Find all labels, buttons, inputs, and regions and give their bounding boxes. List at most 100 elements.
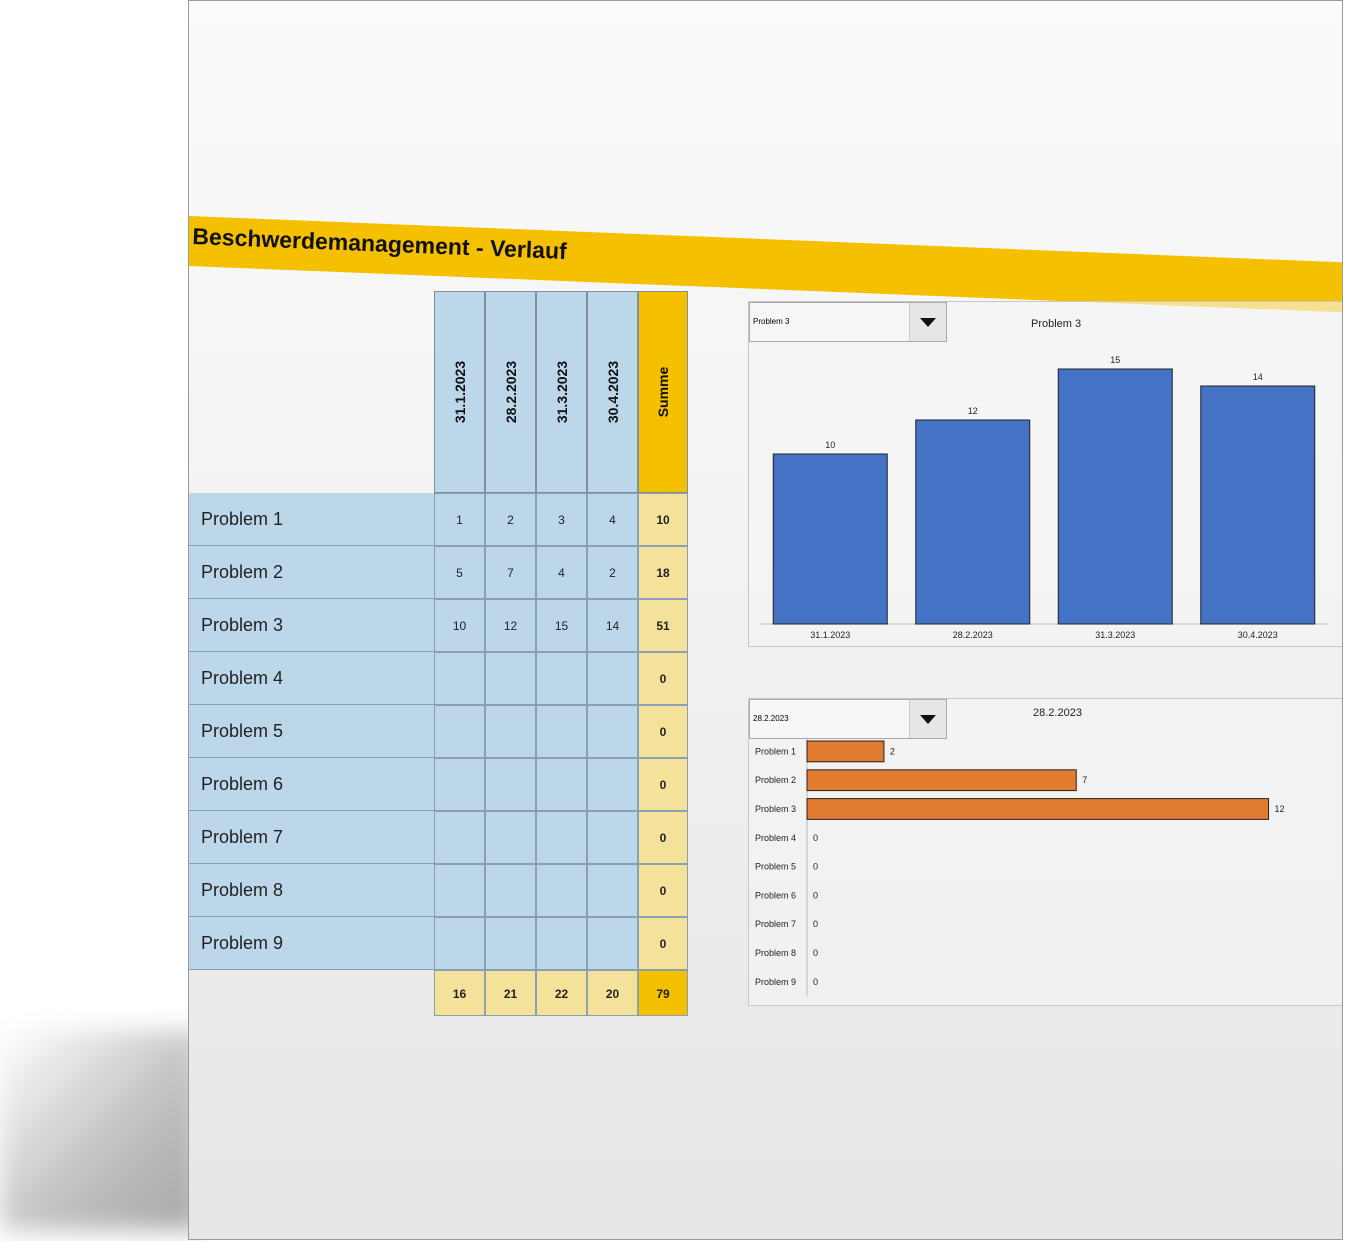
column-header-label: 31.1.2023: [451, 360, 468, 424]
data-label: 15: [1110, 355, 1120, 365]
x-tick-label: 31.1.2023: [810, 630, 850, 640]
spreadsheet-page: Beschwerdemanagement - Verlauf 31.1.2023…: [188, 0, 1343, 1240]
row-sum-cell[interactable]: 0: [638, 811, 688, 864]
table-cell[interactable]: 10: [434, 599, 485, 652]
horizontal-bar-chart: Problem 1 2 Problem 2 7 Problem 3 12 Problem 4…: [755, 737, 1285, 997]
table-cell[interactable]: [485, 758, 536, 811]
column-total-cell[interactable]: 20: [587, 970, 638, 1016]
table-cell[interactable]: [587, 758, 638, 811]
data-label: 0: [813, 862, 818, 872]
row-sum-cell[interactable]: 10: [638, 493, 688, 546]
row-sum-cell[interactable]: 18: [638, 546, 688, 599]
table-cell[interactable]: [536, 705, 587, 758]
dropdown-value: 28.2.2023: [753, 714, 789, 723]
bar-chart-panel: 28.2.2023 28.2.2023 Problem 1 2 Problem 2 7…: [748, 698, 1342, 1006]
y-tick-label: Problem 8: [755, 948, 796, 958]
grand-total-cell[interactable]: 79: [638, 970, 688, 1016]
table-cell[interactable]: 4: [536, 546, 587, 599]
data-label: 14: [1253, 372, 1263, 382]
sum-header-label: Summe: [655, 366, 671, 418]
y-tick-label: Problem 1: [755, 746, 796, 756]
row-label: Problem 8: [189, 864, 434, 917]
row-label: Problem 3: [189, 599, 434, 652]
dropdown-arrow-icon[interactable]: [909, 303, 946, 341]
y-tick-label: Problem 3: [755, 804, 796, 814]
y-tick-label: Problem 4: [755, 833, 796, 843]
table-cell[interactable]: [485, 652, 536, 705]
row-label: Problem 9: [189, 917, 434, 970]
chart-title: 28.2.2023: [1033, 707, 1082, 719]
table-cell[interactable]: [485, 811, 536, 864]
table-cell[interactable]: [485, 864, 536, 917]
table-cell[interactable]: [536, 917, 587, 970]
table-cell[interactable]: [587, 705, 638, 758]
table-cell[interactable]: 15: [536, 599, 587, 652]
y-tick-label: Problem 9: [755, 977, 796, 987]
table-cell[interactable]: [434, 652, 485, 705]
row-sum-cell[interactable]: 0: [638, 758, 688, 811]
chart-title: Problem 3: [1031, 318, 1082, 330]
data-label: 12: [1275, 804, 1285, 814]
table-cell[interactable]: 12: [485, 599, 536, 652]
data-label: 10: [825, 440, 835, 450]
table-cell[interactable]: [587, 652, 638, 705]
table-cell[interactable]: [536, 652, 587, 705]
table-cell[interactable]: [434, 864, 485, 917]
row-sum-cell[interactable]: 0: [638, 652, 688, 705]
problem-dropdown[interactable]: Problem 3: [749, 302, 947, 342]
data-label: 0: [813, 890, 818, 900]
table-cell[interactable]: 7: [485, 546, 536, 599]
table-cell[interactable]: [587, 864, 638, 917]
table-cell[interactable]: [536, 758, 587, 811]
table-cell[interactable]: 14: [587, 599, 638, 652]
bar: [806, 798, 1270, 820]
row-sum-cell[interactable]: 0: [638, 917, 688, 970]
row-sum-cell[interactable]: 0: [638, 864, 688, 917]
data-label: 12: [968, 406, 978, 416]
column-chart-panel: Problem 3 Problem 3 10 31.1.2023 12 28.2.20…: [748, 301, 1342, 647]
table-cell[interactable]: [485, 705, 536, 758]
bar: [806, 769, 1077, 792]
bar: [1200, 385, 1316, 625]
column-total-cell[interactable]: 22: [536, 970, 587, 1016]
dropdown-value: Problem 3: [753, 317, 790, 326]
column-total-cell[interactable]: 21: [485, 970, 536, 1016]
dropdown-arrow-icon[interactable]: [909, 700, 946, 738]
row-sum-cell[interactable]: 0: [638, 705, 688, 758]
row-sum-cell[interactable]: 51: [638, 599, 688, 652]
data-label: 0: [813, 948, 818, 958]
bar: [772, 453, 888, 625]
table-cell[interactable]: [434, 758, 485, 811]
data-label: 0: [813, 977, 818, 987]
table-cell[interactable]: 3: [536, 493, 587, 546]
table-cell[interactable]: 2: [485, 493, 536, 546]
column-header-label: 30.4.2023: [604, 360, 621, 424]
column-header: 30.4.2023: [587, 291, 638, 493]
table-cell[interactable]: [434, 811, 485, 864]
column-header: 31.1.2023: [434, 291, 485, 493]
data-label: 0: [813, 833, 818, 843]
column-total-cell[interactable]: 16: [434, 970, 485, 1016]
table-cell[interactable]: 2: [587, 546, 638, 599]
table-cell[interactable]: [536, 811, 587, 864]
page-shadow: [0, 1030, 200, 1230]
table-cell[interactable]: [536, 864, 587, 917]
y-tick-label: Problem 5: [755, 862, 796, 872]
table-cell[interactable]: 5: [434, 546, 485, 599]
x-tick-label: 30.4.2023: [1238, 630, 1278, 640]
table-cell[interactable]: [434, 917, 485, 970]
table-cell[interactable]: 1: [434, 493, 485, 546]
table-cell[interactable]: [587, 811, 638, 864]
y-tick-label: Problem 7: [755, 919, 796, 929]
table-cell[interactable]: 4: [587, 493, 638, 546]
column-header-label: 28.2.2023: [502, 360, 519, 424]
data-label: 2: [890, 746, 895, 756]
column-chart: 10 31.1.2023 12 28.2.2023 15 31.3.2023 14 30.4.…: [759, 355, 1329, 640]
table-cell[interactable]: [434, 705, 485, 758]
date-dropdown[interactable]: 28.2.2023: [749, 699, 947, 739]
row-label: Problem 4: [189, 652, 434, 705]
row-label: Problem 1: [189, 493, 434, 546]
row-label: Problem 6: [189, 758, 434, 811]
table-cell[interactable]: [485, 917, 536, 970]
table-cell[interactable]: [587, 917, 638, 970]
